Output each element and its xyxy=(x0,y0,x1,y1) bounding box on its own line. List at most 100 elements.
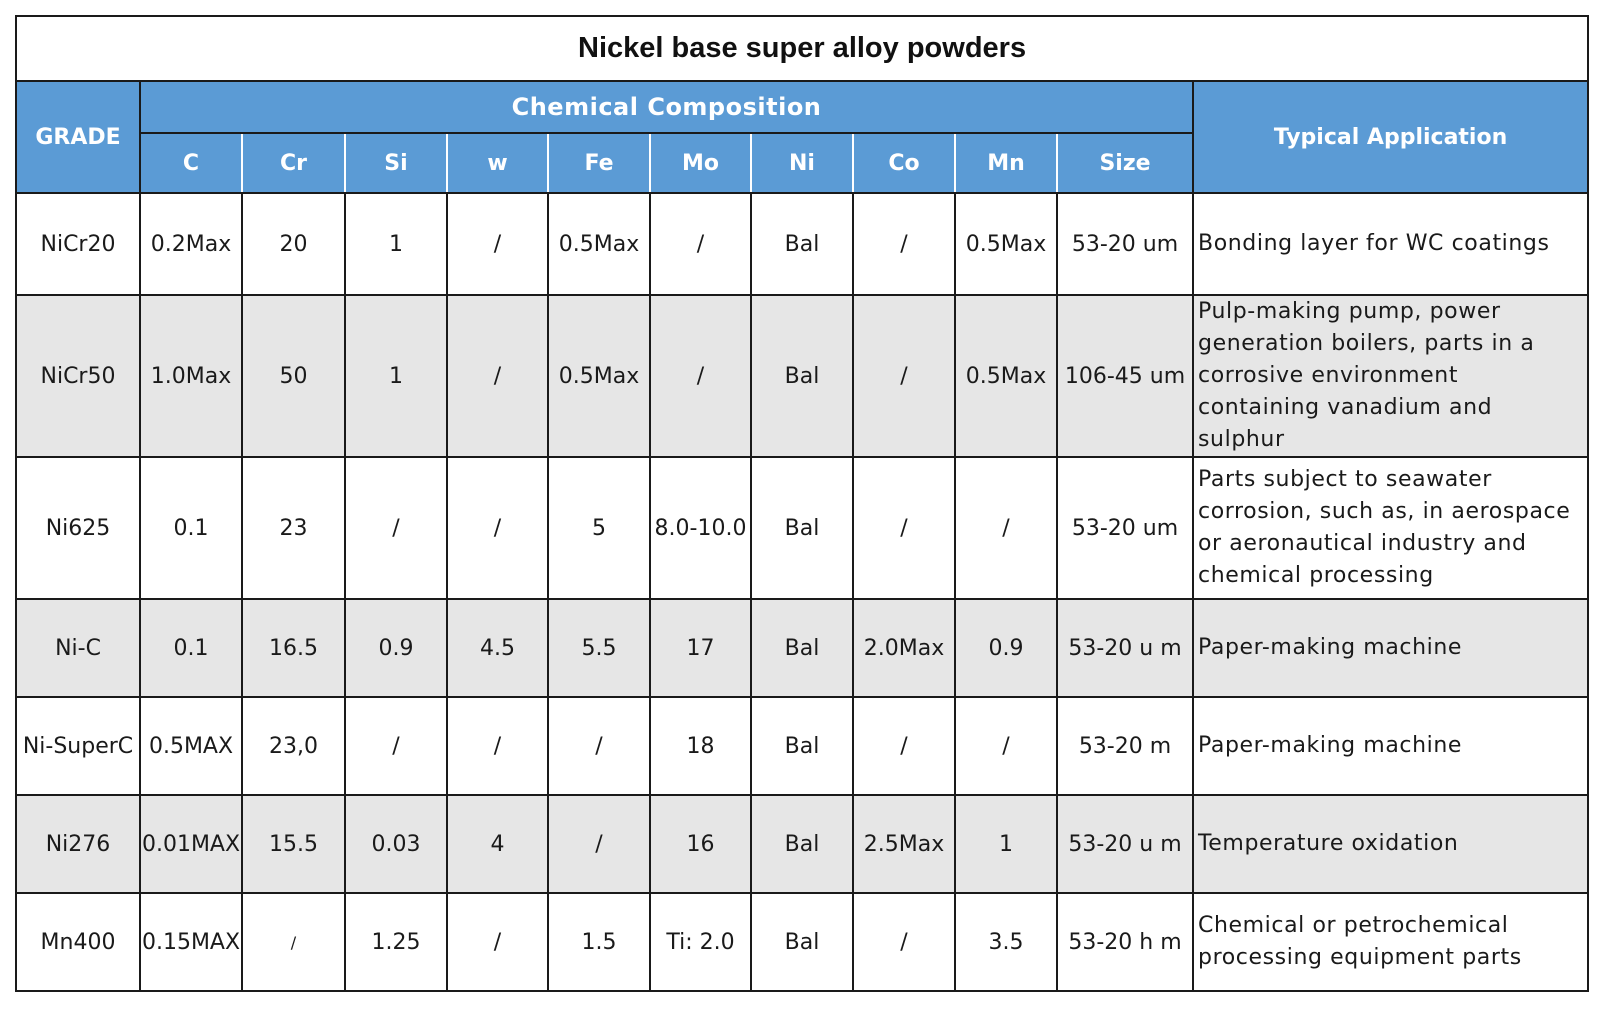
cell-cr: 15.5 xyxy=(241,794,346,894)
cell-mn: 0.5Max xyxy=(954,192,1058,296)
cell-co: / xyxy=(852,456,956,600)
cell-mo: / xyxy=(649,294,752,458)
cell-mo: 8.0-10.0 xyxy=(649,456,752,600)
cell-mo: 18 xyxy=(649,696,752,796)
cell-application: Paper-making machine xyxy=(1191,696,1590,796)
cell-si: / xyxy=(344,696,448,796)
cell-grade: Mn400 xyxy=(15,892,141,992)
cell-mn: 3.5 xyxy=(954,892,1058,992)
cell-size: 53-20 h m xyxy=(1056,892,1194,992)
cell-ni: Bal xyxy=(750,696,854,796)
cell-c: 0.01MAX xyxy=(139,794,243,894)
cell-size: 53-20 um xyxy=(1056,456,1194,600)
header-grade: GRADE xyxy=(15,80,141,194)
cell-ni: Bal xyxy=(750,294,854,458)
cell-ni: Bal xyxy=(750,794,854,894)
cell-size: 53-20 um xyxy=(1056,192,1194,296)
cell-grade: Ni276 xyxy=(15,794,141,894)
cell-cr: 23 xyxy=(241,456,346,600)
cell-c: 0.15MAX xyxy=(139,892,243,992)
cell-mo: 17 xyxy=(649,598,752,698)
cell-w: 4.5 xyxy=(446,598,549,698)
cell-mn: / xyxy=(954,456,1058,600)
cell-size: 53-20 m xyxy=(1056,696,1194,796)
cell-co: / xyxy=(852,294,956,458)
cell-fe: / xyxy=(547,696,651,796)
header-col-ni: Ni xyxy=(750,132,854,194)
cell-w: / xyxy=(446,192,549,296)
cell-w: 4 xyxy=(446,794,549,894)
cell-si: 0.03 xyxy=(344,794,448,894)
header-col-mn: Mn xyxy=(954,132,1058,194)
cell-si: 1 xyxy=(344,294,448,458)
table-row: Ni276 0.01MAX 15.5 0.03 4 / 16 Bal 2.5Ma… xyxy=(15,794,1590,894)
cell-co: / xyxy=(852,892,956,992)
cell-application: Temperature oxidation xyxy=(1191,794,1590,894)
cell-co: / xyxy=(852,696,956,796)
cell-w: / xyxy=(446,294,549,458)
table-row: Ni-C 0.1 16.5 0.9 4.5 5.5 17 Bal 2.0Max … xyxy=(15,598,1590,698)
cell-c: 0.1 xyxy=(139,598,243,698)
table-row: Mn400 0.15MAX / 1.25 / 1.5 Ti: 2.0 Bal /… xyxy=(15,892,1590,992)
cell-cr: 16.5 xyxy=(241,598,346,698)
cell-fe: 1.5 xyxy=(547,892,651,992)
cell-fe: / xyxy=(547,794,651,894)
cell-size: 53-20 u m xyxy=(1056,598,1194,698)
cell-mn: 0.5Max xyxy=(954,294,1058,458)
cell-grade: NiCr20 xyxy=(15,192,141,296)
header-col-mo: Mo xyxy=(649,132,752,194)
cell-cr: 20 xyxy=(241,192,346,296)
cell-fe: 0.5Max xyxy=(547,192,651,296)
cell-mn: / xyxy=(954,696,1058,796)
cell-w: / xyxy=(446,892,549,992)
cell-application: Chemical or petrochemical processing equ… xyxy=(1191,892,1590,992)
cell-si: 1.25 xyxy=(344,892,448,992)
table-row: NiCr20 0.2Max 20 1 / 0.5Max / Bal / 0.5M… xyxy=(15,192,1590,296)
cell-si: 0.9 xyxy=(344,598,448,698)
cell-grade: NiCr50 xyxy=(15,294,141,458)
header-col-size: Size xyxy=(1056,132,1194,194)
cell-c: 0.2Max xyxy=(139,192,243,296)
cell-c: 0.5MAX xyxy=(139,696,243,796)
cell-grade: Ni625 xyxy=(15,456,141,600)
cell-application: Paper-making machine xyxy=(1191,598,1590,698)
cell-cr: / xyxy=(241,892,346,992)
cell-c: 0.1 xyxy=(139,456,243,600)
cell-mo: / xyxy=(649,192,752,296)
cell-ni: Bal xyxy=(750,456,854,600)
table-row: NiCr50 1.0Max 50 1 / 0.5Max / Bal / 0.5M… xyxy=(15,294,1590,458)
header-col-w: w xyxy=(446,132,549,194)
cell-fe: 5.5 xyxy=(547,598,651,698)
cell-mo: Ti: 2.0 xyxy=(649,892,752,992)
header-typical-application: Typical Application xyxy=(1191,80,1590,194)
table-title: Nickel base super alloy powders xyxy=(14,15,1590,82)
header-col-cr: Cr xyxy=(241,132,346,194)
alloy-spec-table: Nickel base super alloy powders GRADE Ch… xyxy=(14,15,1590,992)
cell-grade: Ni-SuperC xyxy=(15,696,141,796)
cell-application: Bonding layer for WC coatings xyxy=(1191,192,1590,296)
cell-co: / xyxy=(852,192,956,296)
header-col-c: C xyxy=(139,132,243,194)
cell-mo: 16 xyxy=(649,794,752,894)
cell-si: 1 xyxy=(344,192,448,296)
cell-w: / xyxy=(446,696,549,796)
cell-ni: Bal xyxy=(750,892,854,992)
cell-ni: Bal xyxy=(750,598,854,698)
cell-co: 2.0Max xyxy=(852,598,956,698)
cell-mn: 0.9 xyxy=(954,598,1058,698)
cell-c: 1.0Max xyxy=(139,294,243,458)
header-chemical-composition: Chemical Composition xyxy=(139,80,1194,134)
cell-size: 106-45 um xyxy=(1056,294,1194,458)
header-col-fe: Fe xyxy=(547,132,651,194)
table-row: Ni-SuperC 0.5MAX 23,0 / / / 18 Bal / / 5… xyxy=(15,696,1590,796)
cell-w: / xyxy=(446,456,549,600)
cell-size: 53-20 u m xyxy=(1056,794,1194,894)
cell-cr: 23,0 xyxy=(241,696,346,796)
cell-application: Parts subject to seawater corrosion, suc… xyxy=(1191,456,1590,600)
cell-cr: 50 xyxy=(241,294,346,458)
header-col-co: Co xyxy=(852,132,956,194)
cell-ni: Bal xyxy=(750,192,854,296)
cell-fe: 0.5Max xyxy=(547,294,651,458)
table-row: Ni625 0.1 23 / / 5 8.0-10.0 Bal / / 53-2… xyxy=(15,456,1590,600)
cell-mn: 1 xyxy=(954,794,1058,894)
